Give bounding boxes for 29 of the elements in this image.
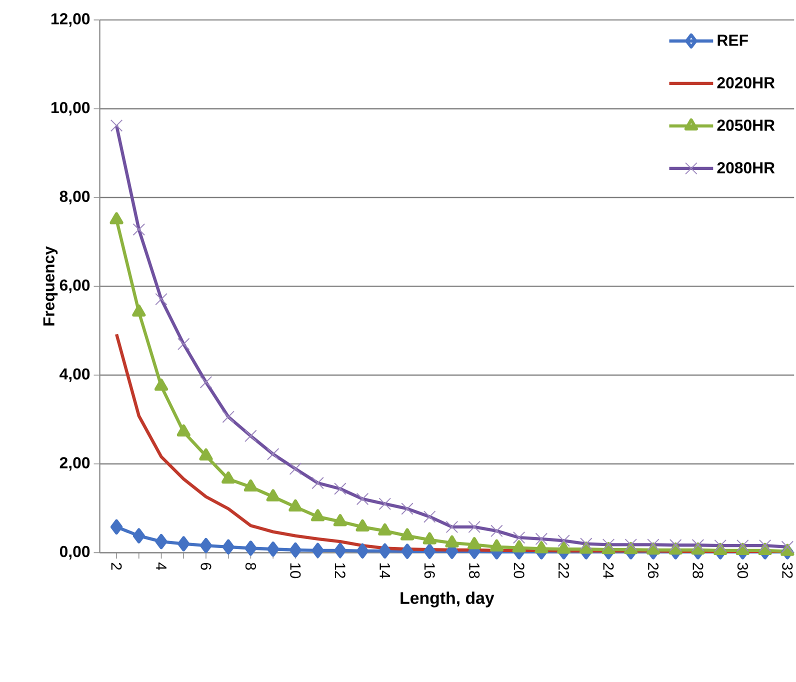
x-tick-label: 10 [290,563,301,578]
y-tick-label: 0,00 [60,546,90,560]
x-tick-label: 8 [245,562,256,570]
x-tick-label: 30 [737,562,748,578]
y-tick-label: 2,00 [60,456,90,470]
x-tick-label: 20 [514,562,524,578]
x-tick-label: 16 [424,563,435,578]
x-tick-label: 12 [334,563,346,578]
x-tick-label: 18 [469,563,480,578]
x-tick-label: 14 [380,563,390,578]
legend-label: 2080HR [717,162,775,174]
legend-label: REF [718,34,748,46]
y-axis-title: Frequency [43,246,58,326]
x-axis-title: Length, day [400,591,494,608]
y-tick-label: 4,00 [60,368,90,382]
x-tick-label: 22 [558,562,569,578]
x-tick-label: 4 [156,562,166,570]
x-tick-label: 32 [782,562,793,578]
y-tick-label: 8,00 [60,190,90,204]
legend-label: 2050HR [717,119,775,131]
y-tick-label: 6,00 [60,279,90,293]
x-tick-label: 26 [648,562,659,578]
x-tick-label: 2 [111,562,122,570]
x-tick-label: 24 [603,562,614,578]
x-tick-label: 6 [200,562,212,570]
x-tick-label: 28 [692,562,704,578]
y-tick-label: 12,00 [51,12,90,27]
legend-label: 2020HR [717,76,775,88]
y-tick-label: 10,00 [51,102,90,116]
